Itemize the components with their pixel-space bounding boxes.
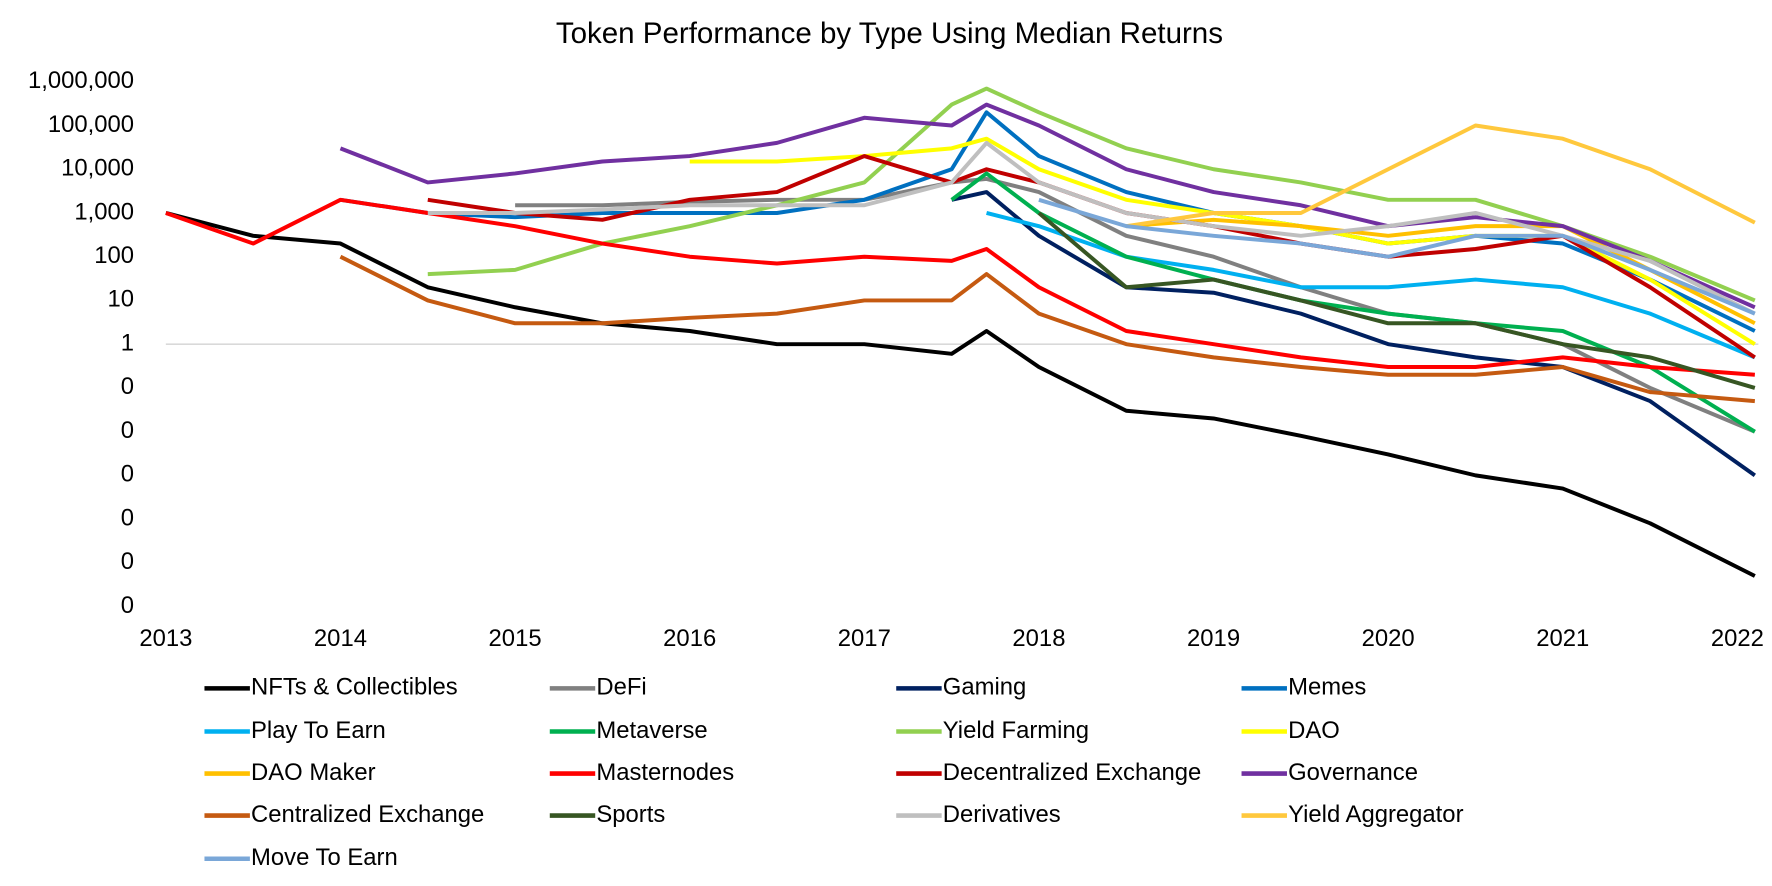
x-tick-label: 2019 [1187,625,1240,652]
x-tick-label: 2021 [1536,625,1589,652]
series-line [986,211,1756,360]
legend-label: DAO [1288,717,1340,744]
y-tick-label: 100,000 [48,111,134,138]
y-tick-label: 0 [121,548,134,575]
y-tick-label: 0 [121,373,134,400]
series-line [427,86,1756,303]
x-tick-label: 2022 [1711,625,1764,652]
y-tick-label: 1,000 [74,198,134,225]
legend-label: Masternodes [596,759,734,786]
chart-title: Token Performance by Type Using Median R… [556,17,1223,50]
y-tick-label: 0 [121,417,134,444]
legend-label: DeFi [596,674,646,701]
y-tick-label: 10 [108,286,135,313]
legend-label: Metaverse [596,717,707,744]
x-tick-label: 2020 [1362,625,1415,652]
y-tick-label: 1 [121,329,134,356]
y-tick-label: 1,000,000 [28,67,134,94]
x-tick-label: 2017 [838,625,891,652]
legend-label: Yield Farming [943,717,1089,744]
legend-label: Sports [596,801,665,828]
legend-label: Move To Earn [251,844,398,871]
legend-label: NFTs & Collectibles [251,674,458,701]
series-line [1038,197,1756,316]
y-tick-label: 0 [121,592,134,619]
legend-label: Governance [1288,759,1418,786]
x-tick-label: 2016 [663,625,716,652]
series-line [339,254,1756,404]
legend-label: Decentralized Exchange [943,759,1201,786]
legend-label: Centralized Exchange [251,801,484,828]
legend-label: DAO Maker [251,759,376,786]
x-tick-label: 2014 [314,625,367,652]
series-line [165,197,1755,377]
series-line [165,211,1756,578]
x-tick-label: 2013 [139,625,192,652]
series-line [1037,211,1756,390]
x-tick-label: 2018 [1012,625,1065,652]
legend-label: Memes [1288,674,1366,701]
y-tick-label: 0 [121,504,134,531]
series-line [515,176,1756,434]
y-tick-label: 100 [94,242,134,269]
y-tick-label: 0 [121,461,134,488]
y-tick-label: 10,000 [61,155,134,182]
series-line [427,140,1756,316]
series-line [1125,123,1756,229]
legend-label: Yield Aggregator [1288,801,1463,828]
legend-label: Gaming [943,674,1027,701]
x-tick-label: 2015 [489,625,542,652]
legend-label: Play To Earn [251,717,386,744]
legend-label: Derivatives [943,801,1061,828]
